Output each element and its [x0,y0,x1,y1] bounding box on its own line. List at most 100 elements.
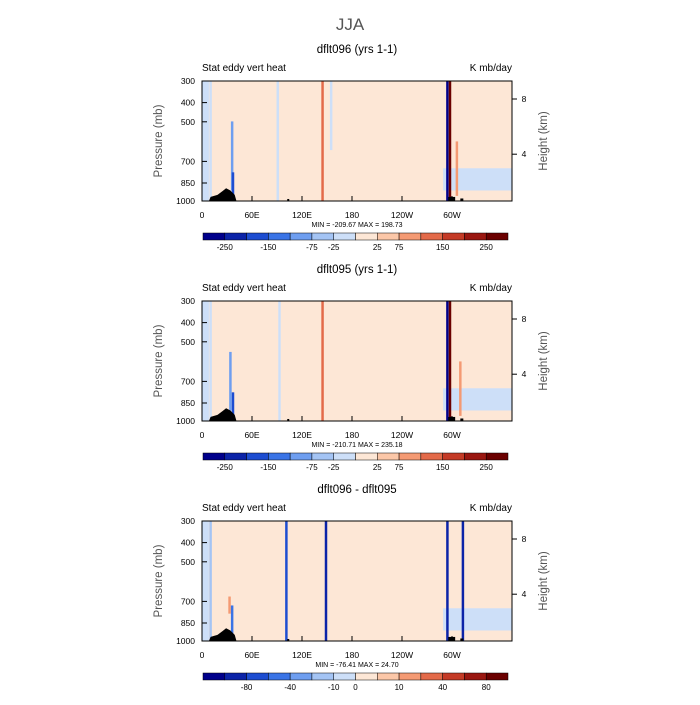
field-feature [230,121,234,191]
colorbar-swatch [464,452,487,461]
y-tick-label: 850 [181,618,195,628]
panel-units-label: K mb/day [470,283,512,294]
colorbar-swatch [485,672,509,681]
x-tick-label: 120E [292,650,312,660]
x-tick-label: 120W [391,210,413,220]
topography-land [287,638,290,641]
colorbar-label: -75 [306,243,318,252]
colorbar-swatch [485,452,509,461]
topography-land [460,638,464,641]
colorbar-swatch [355,452,378,461]
colorbar-label: -10 [328,683,340,692]
field-region [202,301,209,421]
panel-units-label: K mb/day [470,63,512,74]
x-tick-label: 120W [391,650,413,660]
panel-title: dflt096 - dflt095 [317,484,396,496]
colorbar-label: 250 [480,243,494,252]
y-tick-label: 500 [181,117,195,127]
y-tick-label: 300 [181,516,195,526]
chart-panel: dflt095 (yrs 1-1) Stat eddy vert heat K mb… [153,264,550,472]
colorbar-swatch [311,672,334,681]
colorbar-label: 75 [395,463,404,472]
field-feature [321,81,324,201]
height-tick-label: 8 [522,94,527,104]
x-tick-label: 180 [345,430,359,440]
x-tick-label: 60E [244,430,259,440]
colorbar-label: -150 [260,463,277,472]
colorbar-label: 150 [436,243,450,252]
colorbar-swatch [420,452,443,461]
field-feature [228,596,231,614]
field-feature [446,81,449,201]
panel-units-label: K mb/day [470,503,512,514]
x-tick-label: 60E [244,210,259,220]
colorbar-swatch [398,672,422,681]
y-tick-label: 850 [181,178,195,188]
y-tick-label: 700 [181,596,195,606]
height-axis-label: Height (km) [538,331,550,391]
colorbar-swatch [442,672,465,681]
y-tick-label: 500 [181,557,195,567]
colorbar-swatch [224,672,247,681]
minmax-label: MIN = -209.67 MAX = 198.73 [311,222,402,229]
panel-left-label: Stat eddy vert heat [202,283,286,294]
colorbar-label: -25 [328,243,340,252]
chart-panel: dflt096 (yrs 1-1) Stat eddy vert heat K mb… [153,44,550,252]
minmax-label: MIN = -210.71 MAX = 235.18 [311,442,402,449]
topography-land [460,418,464,421]
colorbar-swatch [442,232,465,241]
field-feature [209,521,212,641]
colorbar-swatch [420,672,443,681]
colorbar-label: 10 [395,683,404,692]
field-feature [461,521,465,641]
colorbar-label: -80 [241,683,253,692]
field-feature [231,392,235,421]
height-axis-label: Height (km) [538,111,550,171]
topography-land [208,628,237,641]
y-tick-label: 700 [181,156,195,166]
colorbar-label: 250 [480,463,494,472]
colorbar-swatch [224,232,247,241]
colorbar-label: 25 [373,243,382,252]
colorbar-swatch [268,232,291,241]
colorbar-swatch [202,672,226,681]
field-feature [448,301,452,421]
colorbar-swatch [398,452,422,461]
colorbar-swatch [333,672,356,681]
colorbar-swatch [246,452,269,461]
colorbar-swatch [442,452,465,461]
colorbar-swatch [420,232,443,241]
field-region [443,168,512,191]
figure-title: JJA [336,15,365,34]
colorbar-swatch [311,452,334,461]
plot-frame [201,520,513,642]
topography-land [287,198,290,201]
field-region [202,521,209,641]
x-tick-label: 0 [200,210,205,220]
colorbar-label: 0 [353,683,358,692]
y-axis-label: Pressure (mb) [153,544,165,617]
field-feature [230,605,234,641]
y-axis-label: Pressure (mb) [153,324,165,397]
x-tick-label: 60W [443,430,460,440]
colorbar-swatch [377,452,400,461]
colorbar-label: -75 [306,463,318,472]
x-tick-label: 60W [443,210,460,220]
field-feature [329,81,333,151]
colorbar-swatch [464,232,487,241]
colorbar-swatch [485,232,509,241]
colorbar-swatch [398,232,422,241]
colorbar-swatch [464,672,487,681]
colorbar-swatch [289,232,313,241]
field-feature [285,521,288,641]
colorbar-swatch [377,672,400,681]
y-tick-label: 400 [181,318,195,328]
y-tick-label: 850 [181,398,195,408]
colorbar-swatch [246,232,269,241]
colorbar-label: 40 [438,683,447,692]
colorbar-swatch [333,452,356,461]
height-tick-label: 4 [522,589,527,599]
topography-land [208,408,237,421]
height-tick-label: 4 [522,149,527,159]
